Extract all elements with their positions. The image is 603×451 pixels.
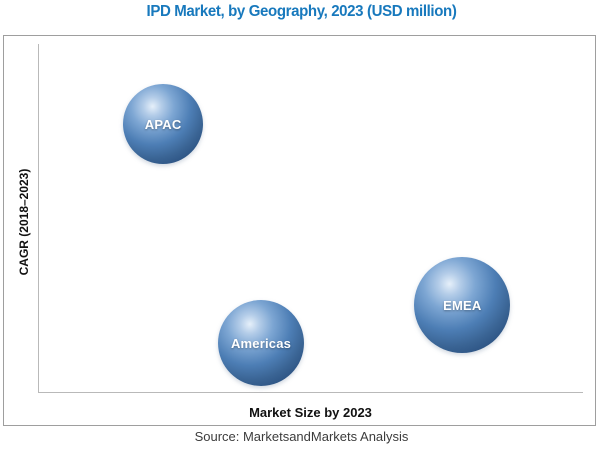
x-axis-label: Market Size by 2023 (249, 405, 372, 420)
source-attribution: Source: MarketsandMarkets Analysis (194, 429, 409, 444)
x-axis-line (38, 392, 583, 393)
bubble-label: Americas (230, 335, 292, 351)
chart-outer-border (3, 35, 596, 426)
bubble-label: EMEA (443, 297, 482, 313)
bubble-americas: Americas (218, 300, 305, 387)
y-axis-label: CAGR (2018–2023) (17, 168, 31, 276)
bubble-label: APAC (144, 116, 182, 132)
bubble-apac: APAC (123, 84, 204, 165)
bubble-emea: EMEA (414, 257, 511, 353)
chart-title: IPD Market, by Geography, 2023 (USD mill… (146, 3, 457, 20)
y-axis-line (38, 44, 39, 392)
